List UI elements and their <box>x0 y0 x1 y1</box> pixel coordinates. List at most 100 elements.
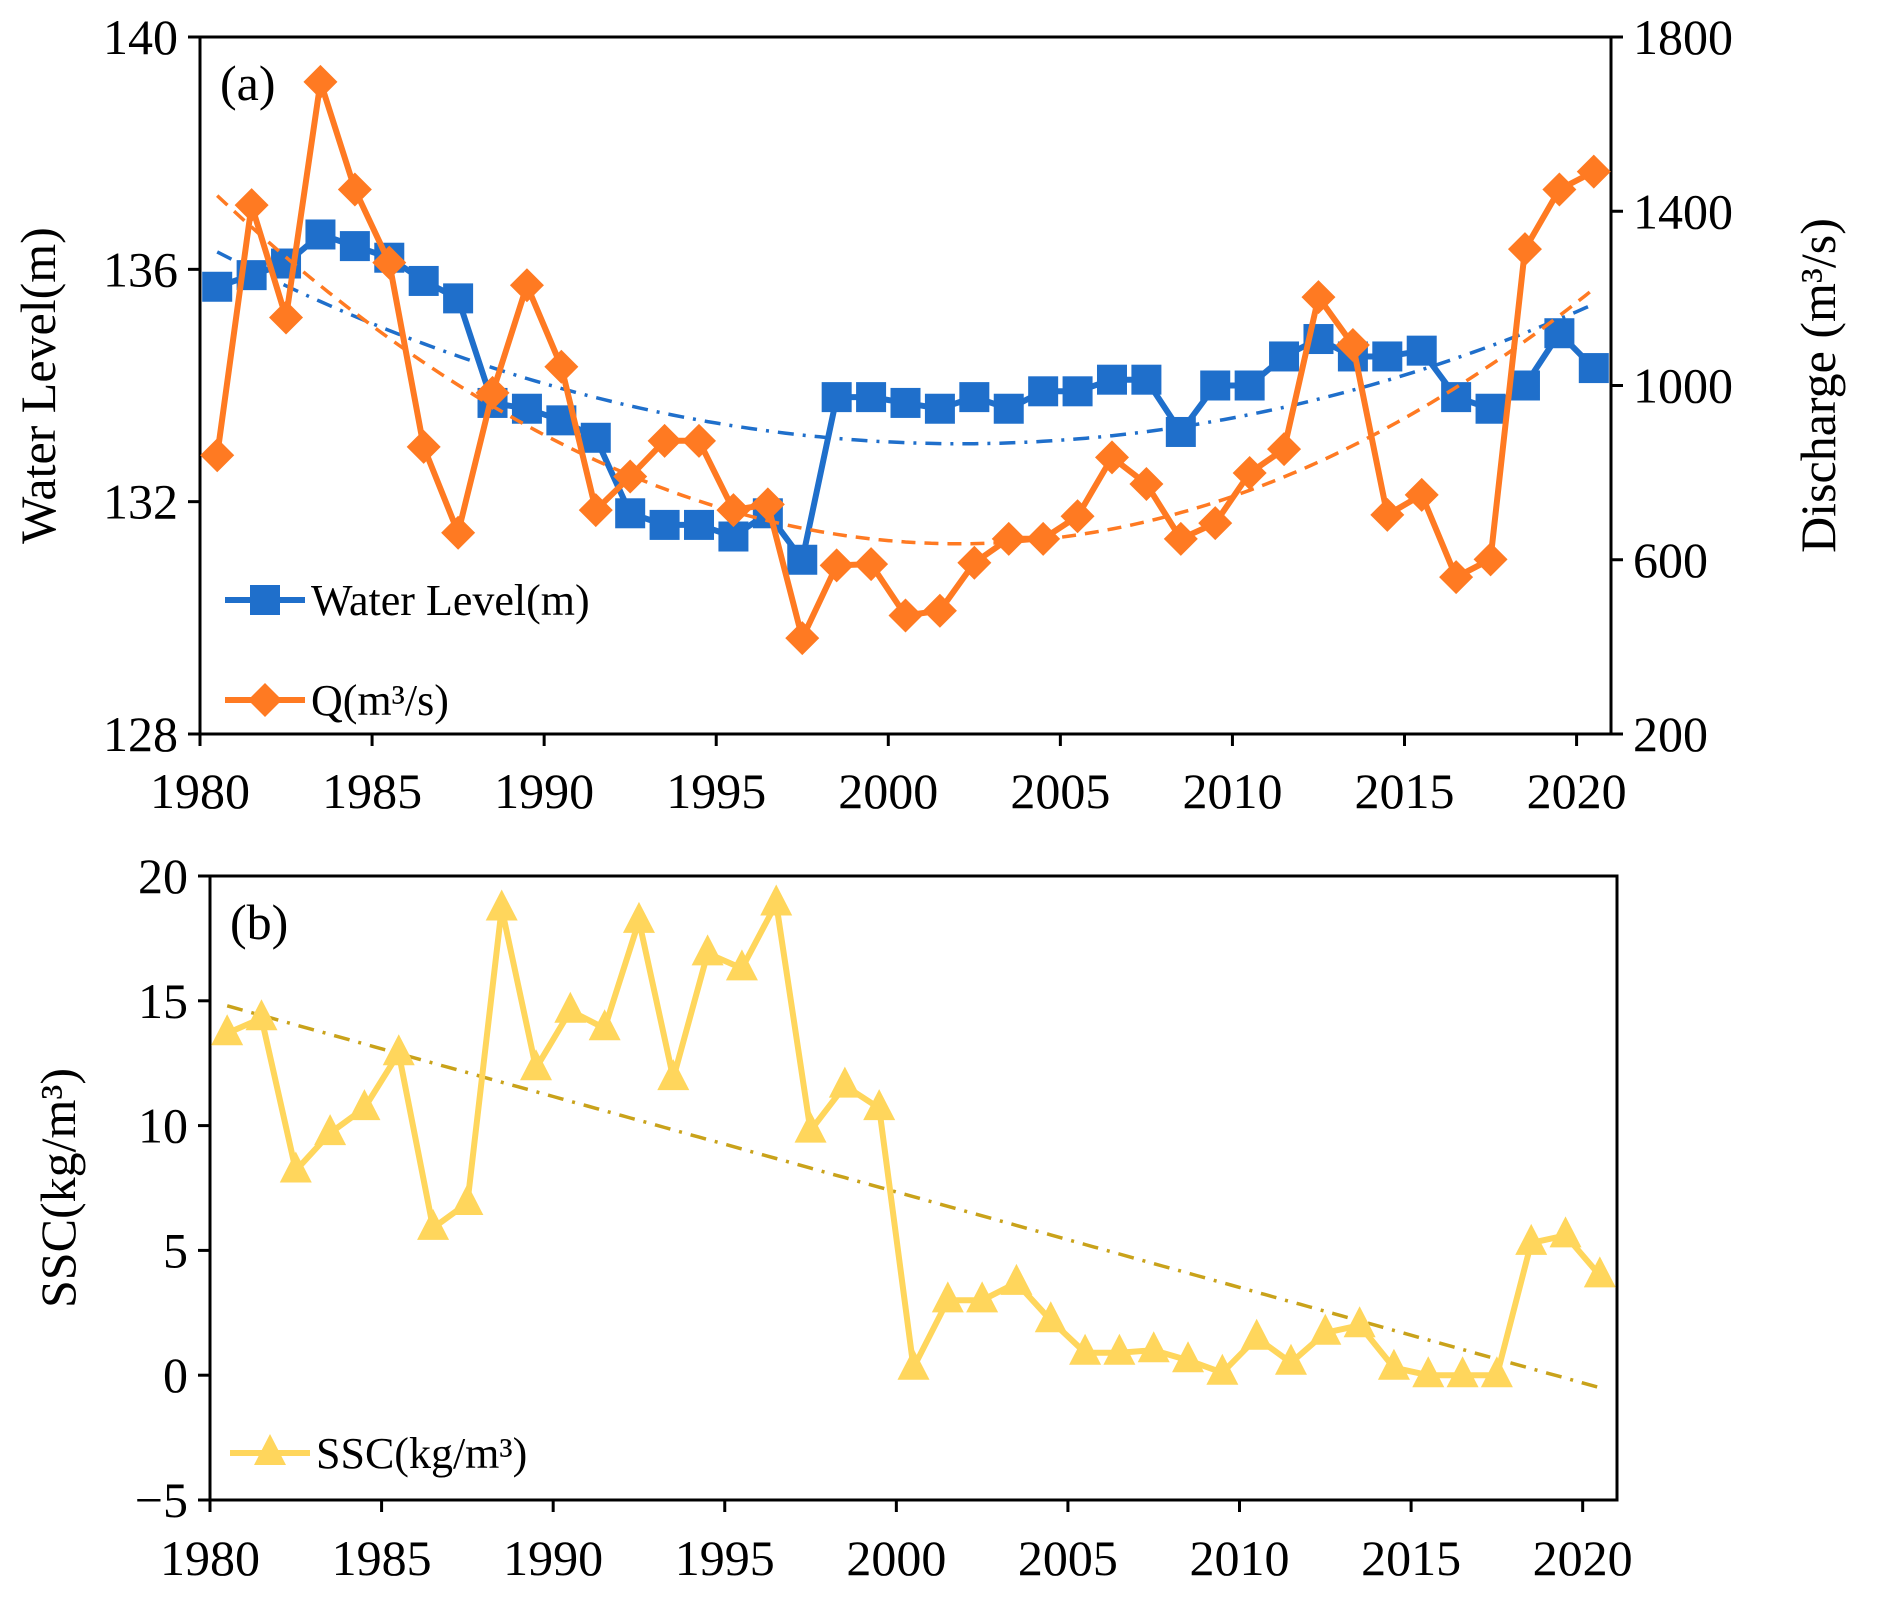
y2-tick-label: 1800 <box>1633 9 1733 65</box>
data-point <box>1137 1331 1170 1363</box>
data-point <box>1576 154 1611 189</box>
x-tick-label: 2015 <box>1361 1530 1461 1586</box>
x-tick-label: 2000 <box>846 1530 946 1586</box>
data-point <box>1129 466 1164 501</box>
data-point <box>1165 416 1196 447</box>
data-point <box>750 487 785 522</box>
data-point <box>200 438 235 473</box>
data-point <box>339 231 370 262</box>
data-point <box>1370 497 1405 532</box>
series-line <box>226 900 1603 1379</box>
data-point <box>785 621 820 656</box>
data-point <box>580 422 611 453</box>
data-point <box>1240 1318 1273 1350</box>
y-tick-label: 128 <box>103 706 178 762</box>
data-point <box>1200 370 1231 401</box>
data-point <box>725 949 758 981</box>
panel-a: 1980 1985 1990 1995 2000 2005 2010 2015 2020 128 1… <box>10 9 1846 819</box>
x-tick-label: 1980 <box>150 763 250 819</box>
data-point <box>1309 1313 1342 1345</box>
legend-marker <box>250 585 280 615</box>
data-point <box>991 521 1026 556</box>
data-point <box>1000 1263 1033 1295</box>
data-point <box>1069 1333 1102 1365</box>
series-ssckgm <box>211 884 1616 1390</box>
data-point <box>1509 370 1540 401</box>
data-point <box>382 1034 415 1066</box>
data-point <box>417 1208 450 1240</box>
data-point <box>1267 432 1302 467</box>
data-point <box>1515 1223 1548 1255</box>
series-qms <box>200 64 1611 656</box>
data-point <box>1583 1256 1616 1288</box>
data-point <box>451 1183 484 1215</box>
data-point <box>657 1059 690 1091</box>
legend-label: SSC(kg/m³) <box>316 1429 527 1478</box>
data-point <box>1034 1301 1067 1333</box>
x-tick-label: 2020 <box>1533 1530 1633 1586</box>
data-point <box>279 1151 312 1183</box>
data-point <box>1473 542 1508 577</box>
legend-label: Water Level(m) <box>311 576 590 625</box>
data-point <box>544 349 579 384</box>
data-point <box>897 1348 930 1380</box>
data-point <box>1439 560 1474 595</box>
plot-frame <box>208 874 1619 1502</box>
data-point <box>1549 1216 1582 1248</box>
data-point <box>1274 1343 1307 1375</box>
data-point <box>1406 335 1437 366</box>
data-point <box>1028 376 1059 407</box>
y2-tick-label: 600 <box>1633 532 1708 588</box>
y2-tick-label: 1400 <box>1633 183 1733 239</box>
data-point <box>234 188 269 223</box>
data-point <box>931 1281 964 1313</box>
data-point <box>1103 1333 1136 1365</box>
data-point <box>202 271 233 302</box>
data-point <box>1377 1348 1410 1380</box>
data-point <box>1578 353 1609 384</box>
data-point <box>1234 370 1265 401</box>
y-tick-label: 140 <box>103 9 178 65</box>
data-point <box>615 498 646 529</box>
data-point <box>682 423 717 458</box>
panel-label: (a) <box>220 55 276 111</box>
data-point <box>475 375 510 410</box>
data-point <box>1096 364 1127 395</box>
data-point <box>372 245 407 280</box>
data-point <box>1062 376 1093 407</box>
y-tick-label: 136 <box>103 241 178 297</box>
data-point <box>959 382 990 413</box>
data-point <box>554 991 587 1023</box>
data-point <box>1404 477 1439 512</box>
legend-marker <box>254 1434 286 1465</box>
data-point <box>1198 506 1233 541</box>
x-tick-label: 2000 <box>838 763 938 819</box>
data-point <box>408 265 439 296</box>
data-point <box>1060 499 1095 534</box>
data-point <box>520 1049 553 1081</box>
data-point <box>1232 456 1267 491</box>
data-point <box>1446 1356 1479 1388</box>
x-tick-label: 2015 <box>1355 763 1455 819</box>
data-point <box>760 884 793 916</box>
y-tick-label: 15 <box>138 973 188 1029</box>
data-point <box>1343 1306 1376 1338</box>
legend-item: Water Level(m) <box>225 576 590 625</box>
y2-tick-label: 200 <box>1633 706 1708 762</box>
x-tick-label: 1990 <box>494 763 594 819</box>
y-tick-label: 20 <box>138 848 188 904</box>
x-tick-label: 2010 <box>1190 1530 1290 1586</box>
legend-item: SSC(kg/m³) <box>230 1429 527 1478</box>
data-point <box>1026 521 1061 556</box>
x-tick-label: 2005 <box>1018 1530 1118 1586</box>
data-point <box>890 387 921 418</box>
data-point <box>622 901 655 933</box>
data-point <box>1412 1356 1445 1388</box>
data-point <box>211 1014 244 1046</box>
x-tick-label: 1980 <box>160 1530 260 1586</box>
data-point <box>578 493 613 528</box>
x-tick-label: 1995 <box>666 763 766 819</box>
data-point <box>348 1089 381 1121</box>
data-point <box>245 999 278 1031</box>
data-point <box>509 268 544 303</box>
